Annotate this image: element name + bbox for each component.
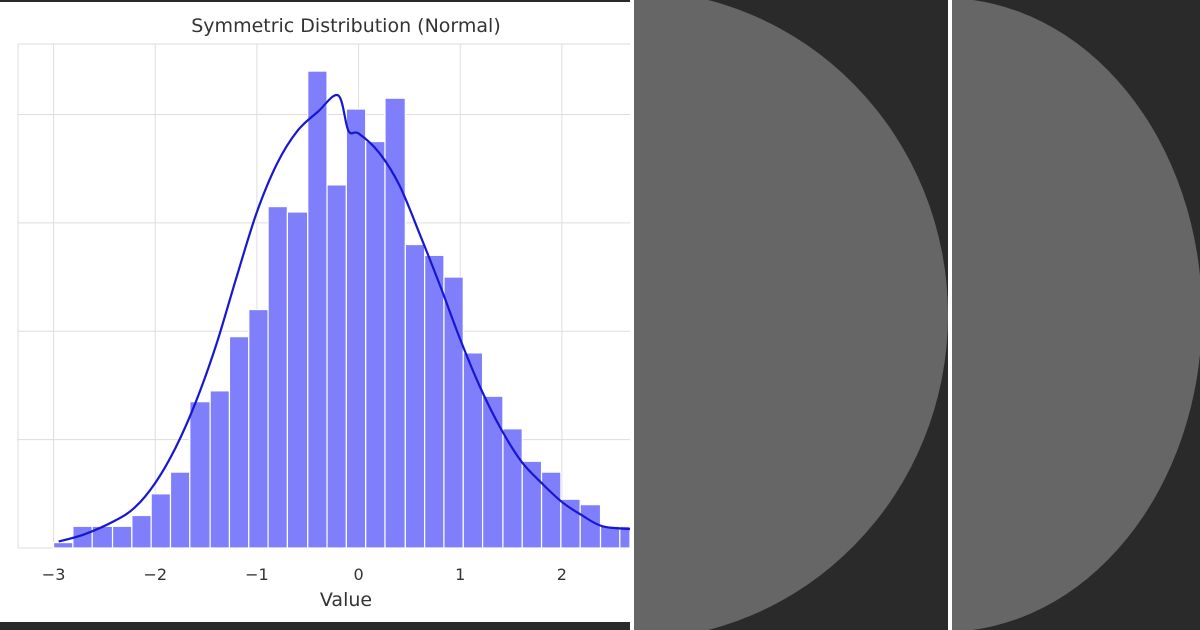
histogram-bar [462,352,484,549]
histogram-bar [209,390,231,549]
x-tick-label: 1 [455,565,465,584]
x-tick-label: 2 [557,565,567,584]
x-tick-label: −2 [143,565,167,584]
chart-panel: Symmetric Distribution (Normal) −3 −2 −1 0 1… [0,2,630,622]
chart-title: Symmetric Distribution (Normal) [191,15,501,37]
x-tick-labels: −3 −2 −1 0 1 2 [42,565,567,584]
x-tick-label: −3 [42,565,66,584]
histogram-bar [307,70,328,549]
histogram-bar [326,184,347,549]
histogram-bar [345,108,367,549]
histogram-bar [424,254,445,549]
histogram-bar [365,140,386,549]
histogram-bar [599,525,621,549]
histogram-bar [169,471,191,549]
histogram-bar [248,308,269,549]
x-tick-label: −1 [245,565,269,584]
preview-panel-1 [634,0,948,630]
histogram-bar [267,205,289,549]
histogram-bar [443,276,464,549]
kde-curve [58,93,630,543]
histogram-bar [286,211,309,549]
histogram-bar [540,471,562,549]
histogram-chart: Symmetric Distribution (Normal) −3 −2 −1 0 1… [17,15,630,611]
histogram-bar [481,395,504,549]
histogram-bar [150,493,172,549]
panel-divider-right [948,0,952,630]
histogram-bar [560,498,581,549]
circle-shape [634,0,948,630]
histogram-bar [404,243,426,549]
kde-layer [58,93,630,543]
preview-panel-2 [952,0,1200,630]
x-tick-label: 0 [353,565,363,584]
panel-divider-left [630,0,634,630]
histogram-bar [228,336,250,549]
histogram-bar [189,401,211,549]
x-axis-label: Value [320,589,372,611]
bars-layer [52,70,630,549]
histogram-bar [579,504,602,549]
histogram-bar [52,541,74,549]
histogram-bar [111,525,133,549]
circle-shape [952,0,1200,630]
histogram-bar [131,514,152,549]
